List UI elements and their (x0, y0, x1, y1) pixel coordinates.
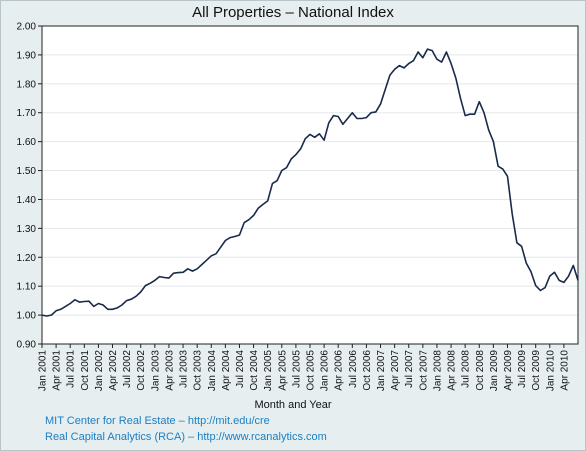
plot-area (41, 25, 579, 345)
y-tick-label: 2.00 (17, 22, 37, 33)
x-tick-label: Jan 2002 (94, 350, 105, 392)
x-tick-label: Jul 2007 (404, 350, 415, 388)
x-tick-label: Jul 2003 (179, 350, 190, 388)
x-tick-label: Jul 2001 (66, 350, 77, 388)
x-tick-label: Jul 2005 (291, 350, 302, 388)
x-tick-label: Apr 2006 (334, 350, 345, 391)
y-tick-label: 1.90 (17, 50, 37, 61)
x-tick-label: Jan 2005 (263, 350, 274, 392)
y-tick-label: 1.30 (17, 224, 37, 235)
series-line (41, 48, 579, 317)
y-tick-label: 1.50 (17, 166, 37, 177)
x-tick-label: Jan 2010 (545, 350, 556, 392)
x-tick-label: Oct 2003 (193, 350, 204, 391)
x-tick-label: Apr 2004 (221, 350, 232, 391)
x-tick-label: Jul 2006 (348, 350, 359, 388)
source-link-mit[interactable]: MIT Center for Real Estate – http://mit.… (45, 415, 270, 427)
x-tick-label: Apr 2007 (390, 350, 401, 391)
y-tick-label: 1.80 (17, 79, 37, 90)
x-tick-label: Jan 2007 (376, 350, 387, 392)
plot-border (41, 25, 579, 345)
source-link-rca[interactable]: Real Capital Analytics (RCA) – http://ww… (45, 431, 327, 443)
x-tick-label: Jul 2009 (517, 350, 528, 388)
x-tick-label: Jul 2004 (235, 350, 246, 388)
x-tick-label: Jan 2009 (489, 350, 500, 392)
x-tick-label: Oct 2008 (475, 350, 486, 391)
x-tick-label: Apr 2003 (164, 350, 175, 391)
x-axis-label: Month and Year (254, 399, 332, 411)
y-tick-label: 1.10 (17, 282, 37, 293)
x-tick-label: Jul 2002 (122, 350, 133, 388)
x-tick-label: Apr 2005 (277, 350, 288, 391)
chart-title: All Properties – National Index (192, 4, 394, 21)
x-tick-label: Apr 2008 (447, 350, 458, 391)
x-tick-label: Oct 2004 (249, 350, 260, 391)
y-tick-label: 1.40 (17, 195, 37, 206)
x-tick-label: Apr 2009 (503, 350, 514, 391)
x-tick-label: Jan 2006 (320, 350, 331, 392)
x-tick-label: Jan 2003 (150, 350, 161, 392)
x-tick-label: Oct 2002 (136, 350, 147, 391)
x-tick-label: Oct 2009 (531, 350, 542, 391)
x-tick-label: Apr 2010 (559, 350, 570, 391)
x-tick-label: Jan 2004 (207, 350, 218, 392)
y-tick-label: 1.20 (17, 253, 37, 264)
y-tick-label: 0.90 (17, 340, 37, 351)
x-tick-label: Apr 2001 (52, 350, 63, 391)
x-tick-label: Oct 2007 (418, 350, 429, 391)
x-tick-label: Jul 2008 (461, 350, 472, 388)
y-tick-label: 1.00 (17, 311, 37, 322)
x-tick-label: Oct 2001 (80, 350, 91, 391)
x-tick-label: Apr 2002 (108, 350, 119, 391)
x-tick-label: Oct 2006 (362, 350, 373, 391)
y-tick-label: 1.70 (17, 108, 37, 119)
x-tick-label: Oct 2005 (306, 350, 317, 391)
x-tick-label: Jan 2001 (38, 350, 49, 392)
y-tick-label: 1.60 (17, 137, 37, 148)
x-tick-label: Jan 2008 (432, 350, 443, 392)
